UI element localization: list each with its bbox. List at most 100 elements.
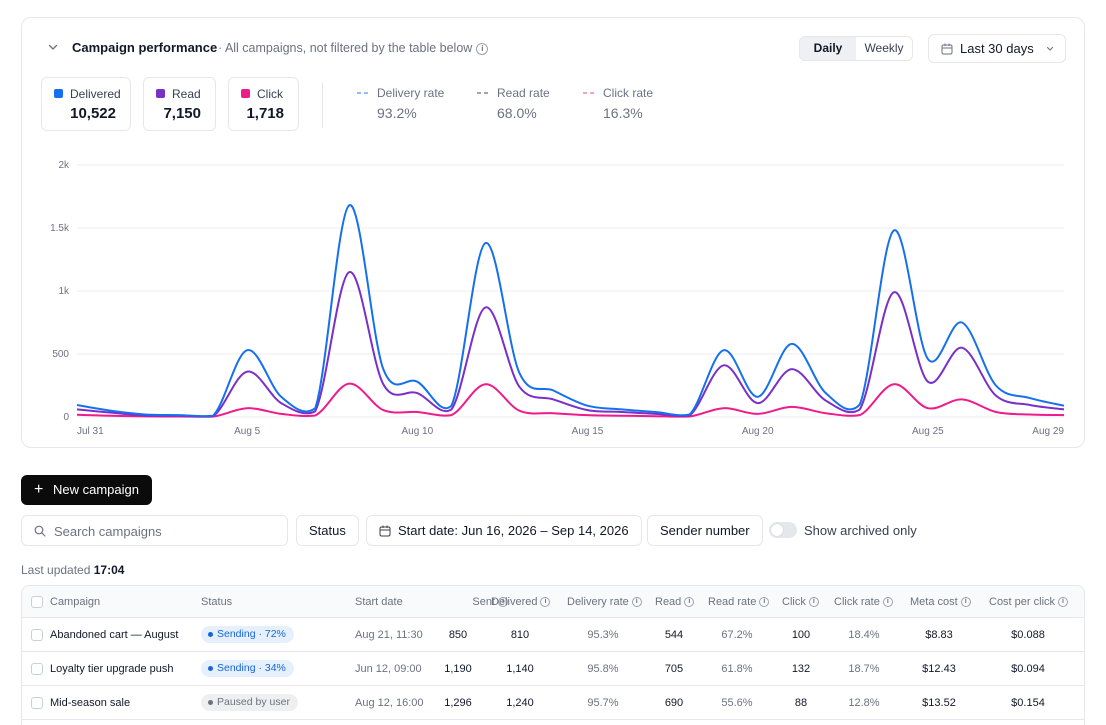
metric-value: 1,718 (246, 105, 284, 122)
col-start-date[interactable]: Start date (355, 595, 403, 608)
cost-per-click-value: $0.154 (1011, 696, 1045, 709)
info-icon[interactable]: i (808, 596, 819, 607)
row-checkbox[interactable] (31, 628, 43, 641)
info-icon[interactable]: i (960, 596, 971, 607)
click-rate-value: 12.8% (848, 696, 880, 709)
read-value: 690 (664, 696, 684, 709)
performance-line-chart[interactable]: 0 500 1k 1.5k 2k Jul 31 Aug 5 Aug 10 Aug 15 Aug 2… (22, 148, 1084, 448)
plus-icon: + (34, 481, 44, 498)
divider (322, 82, 323, 128)
info-icon[interactable]: i (684, 596, 695, 607)
info-icon[interactable]: i (476, 42, 489, 55)
row-checkbox[interactable] (31, 696, 43, 709)
click-rate-value: 18.7% (848, 662, 880, 675)
series-line-delivered[interactable] (76, 204, 1065, 418)
last-updated-label: Last updated (21, 563, 91, 577)
sender-number-filter-button[interactable]: Sender number (647, 515, 763, 546)
search-icon (34, 525, 46, 537)
metric-click[interactable]: Click 1,718 (228, 77, 299, 131)
delivered-swatch (54, 89, 63, 98)
campaign-name[interactable]: Mid-season sale (50, 696, 131, 709)
x-tick-label: Jul 31 (77, 426, 104, 437)
info-icon[interactable]: i (1058, 596, 1069, 607)
y-tick-label: 500 (52, 349, 69, 360)
col-delivered[interactable]: Delivered i (491, 586, 551, 617)
rate-value: 16.3% (603, 105, 643, 121)
rate-label: Read rate (497, 86, 550, 100)
col-read-rate[interactable]: Read rate i (708, 586, 770, 617)
series-line-click[interactable] (76, 382, 1065, 418)
rate-label: Delivery rate (377, 86, 445, 100)
col-campaign[interactable]: Campaign (50, 595, 101, 608)
info-icon[interactable]: i (759, 596, 770, 607)
col-read-label: Read (655, 595, 682, 608)
read-swatch (156, 89, 165, 98)
x-tick-label: Aug 15 (572, 426, 604, 437)
table-row[interactable]: Mid-season sale Paused by user Aug 12, 1… (22, 686, 1084, 720)
calendar-icon (941, 43, 953, 55)
col-delivery-rate[interactable]: Delivery rate i (567, 586, 642, 617)
col-click[interactable]: Click i (782, 586, 819, 617)
col-sent[interactable]: Sent i (422, 586, 508, 617)
metric-delivered[interactable]: Delivered 10,522 (41, 77, 131, 131)
table-row[interactable]: Loyalty tier upgrade push Sending · 34% … (22, 652, 1084, 686)
new-campaign-button[interactable]: + New campaign (21, 475, 152, 505)
start-date-filter-button[interactable]: Start date: Jun 16, 2026 – Sep 14, 2026 (366, 515, 642, 546)
row-checkbox[interactable] (31, 662, 43, 675)
sent-value: 1,296 (444, 696, 472, 709)
status-filter-button[interactable]: Status (296, 515, 359, 546)
delivered-value: 810 (510, 628, 530, 641)
campaign-name[interactable]: Loyalty tier upgrade push (50, 662, 174, 675)
x-tick-label: Aug 10 (401, 426, 433, 437)
campaign-performance-card: Campaign performance · All campaigns, no… (21, 17, 1085, 448)
start-date-label: Start date: Jun 16, 2026 – Sep 14, 2026 (398, 523, 629, 538)
meta-cost-value: $12.43 (922, 662, 956, 675)
info-icon[interactable]: i (882, 596, 893, 607)
chevron-down-icon[interactable] (46, 40, 60, 54)
toggle-knob (771, 524, 783, 536)
col-read-rate-label: Read rate (708, 595, 757, 608)
info-icon[interactable]: i (540, 596, 551, 607)
click-value: 100 (791, 628, 811, 641)
status-badge: Sending · 72% (201, 626, 294, 643)
metric-label: Read (172, 87, 201, 101)
col-delivered-label: Delivered (491, 595, 538, 608)
metric-read[interactable]: Read 7,150 (143, 77, 216, 131)
show-archived-label: Show archived only (804, 523, 917, 538)
col-meta-cost[interactable]: Meta cost i (910, 586, 971, 617)
select-all-checkbox[interactable] (31, 595, 43, 608)
read-rate-dash (477, 92, 489, 94)
show-archived-toggle[interactable] (769, 522, 797, 538)
chevron-down-icon (1046, 46, 1054, 51)
last-updated-time: 17:04 (93, 563, 125, 577)
click-rate-dash (583, 92, 595, 94)
col-meta-cost-label: Meta cost (910, 595, 958, 608)
table-row[interactable]: Abandoned cart — August Sending · 72% Au… (22, 618, 1084, 652)
info-icon[interactable]: i (498, 596, 508, 607)
card-subtitle: · All campaigns, not filtered by the tab… (218, 41, 489, 55)
campaign-name[interactable]: Abandoned cart — August (50, 628, 179, 641)
daily-button[interactable]: Daily (800, 37, 856, 60)
card-title: Campaign performance (72, 40, 218, 55)
weekly-button[interactable]: Weekly (864, 41, 904, 55)
col-cost-per-click[interactable]: Cost per click i (989, 586, 1069, 617)
info-icon[interactable]: i (631, 596, 642, 607)
col-status[interactable]: Status (201, 595, 233, 608)
rate-value: 93.2% (377, 105, 417, 121)
x-tick-label: Aug 20 (742, 426, 774, 437)
date-range-dropdown[interactable]: Last 30 days (928, 34, 1066, 63)
delivery-rate-dash (357, 92, 369, 94)
col-click-rate-label: Click rate (834, 595, 880, 608)
campaigns-table: Campaign Status Start date Sent i Deliver… (21, 585, 1085, 725)
date-range-label: Last 30 days (960, 41, 1034, 56)
metric-label: Click (257, 87, 283, 101)
click-value: 88 (794, 696, 808, 709)
x-tick-label: Aug 29 (1032, 426, 1064, 437)
series-line-read[interactable] (76, 271, 1065, 418)
x-tick-label: Aug 25 (912, 426, 944, 437)
search-input[interactable] (54, 522, 279, 540)
y-tick-label: 0 (63, 412, 69, 423)
col-read[interactable]: Read i (655, 586, 695, 617)
read-rate-value: 61.8% (721, 662, 753, 675)
col-click-rate[interactable]: Click rate i (834, 586, 893, 617)
